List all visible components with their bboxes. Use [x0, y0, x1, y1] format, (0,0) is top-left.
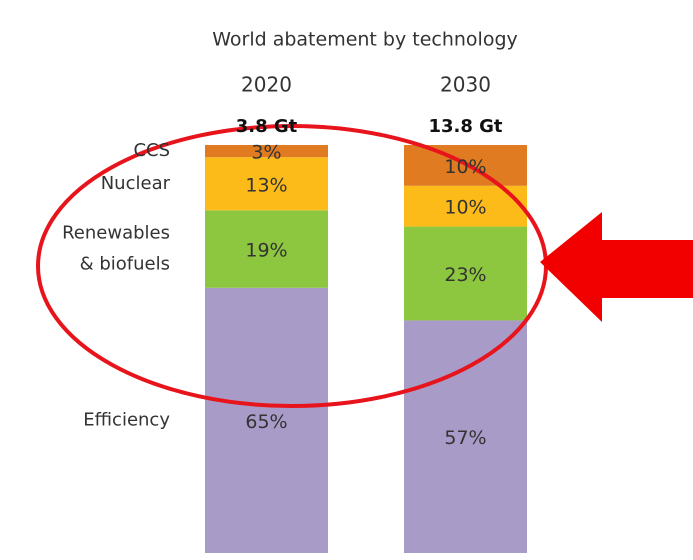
bar-segment	[205, 145, 328, 158]
value-label: 23%	[444, 264, 486, 286]
chart-title: World abatement by technology	[212, 29, 518, 51]
series-label: Nuclear	[101, 173, 171, 194]
value-label: 57%	[444, 427, 486, 449]
series-label: CCS	[133, 140, 170, 161]
bars	[205, 145, 527, 553]
value-label: 65%	[245, 411, 287, 433]
value-label: 19%	[245, 240, 287, 262]
bar-segment	[205, 287, 328, 553]
bar-segment	[205, 210, 328, 288]
series-label: Renewables & biofuels	[62, 223, 170, 275]
series-label: Efficiency	[83, 409, 170, 430]
year-label: 2030	[440, 73, 491, 97]
bar-segment	[205, 157, 328, 211]
total-label: 13.8 Gt	[428, 116, 502, 137]
bar-segment	[404, 226, 527, 321]
arrow	[540, 212, 693, 322]
bar-segment	[404, 320, 527, 553]
value-label: 13%	[245, 174, 287, 196]
year-label: 2020	[241, 73, 292, 97]
value-label: 3%	[251, 142, 281, 164]
total-label: 3.8 Gt	[236, 116, 298, 137]
value-label: 10%	[444, 156, 486, 178]
value-label: 10%	[444, 197, 486, 219]
